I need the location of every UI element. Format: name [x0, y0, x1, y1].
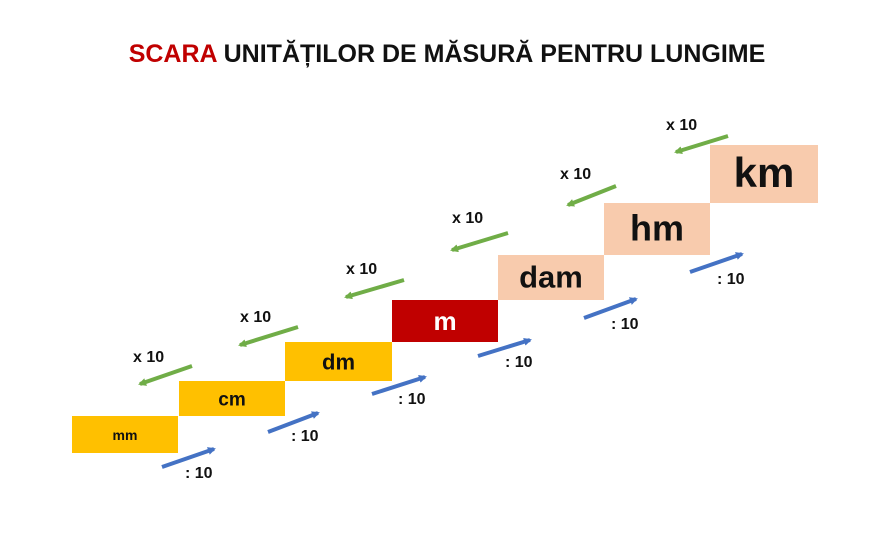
multiply-arrow — [344, 278, 405, 300]
divide-label: : 10 — [611, 316, 639, 333]
step-box — [72, 416, 178, 453]
step-box — [179, 381, 285, 416]
divide-label: : 10 — [505, 354, 533, 371]
multiply-arrow — [566, 184, 617, 207]
divide-label: : 10 — [717, 271, 745, 288]
title-rest: UNITĂȚILOR DE MĂSURĂ PENTRU LUNGIME — [224, 39, 766, 68]
step-label: cm — [218, 390, 245, 411]
step-label: hm — [630, 208, 684, 249]
step-label: km — [734, 149, 795, 196]
multiply-label: x 10 — [560, 166, 591, 183]
step-box — [285, 342, 392, 381]
step-box — [604, 203, 710, 255]
multiply-label: x 10 — [452, 210, 483, 227]
step-label: dm — [322, 349, 355, 374]
step-label: mm — [113, 427, 138, 443]
multiply-arrow — [674, 134, 729, 155]
multiply-arrow — [450, 231, 509, 253]
step-label: m — [433, 306, 456, 336]
multiply-arrow — [238, 325, 299, 348]
divide-arrow — [583, 297, 638, 320]
step-box — [710, 145, 818, 203]
divide-label: : 10 — [398, 391, 426, 408]
multiply-arrow — [138, 364, 193, 386]
multiply-label: x 10 — [240, 309, 271, 326]
divide-arrow — [689, 252, 744, 274]
multiply-label: x 10 — [346, 261, 377, 278]
divide-arrow — [161, 447, 216, 469]
divide-arrow — [267, 411, 320, 434]
step-label: dam — [519, 260, 583, 295]
divide-arrow — [477, 337, 532, 358]
multiply-label: x 10 — [133, 349, 164, 366]
divide-label: : 10 — [185, 465, 213, 482]
step-box — [498, 255, 604, 300]
title-highlight: SCARA — [129, 40, 218, 68]
title: SCARA UNITĂȚILOR DE MĂSURĂ PENTRU LUNGIM… — [129, 39, 766, 68]
divide-label: : 10 — [291, 428, 319, 445]
divide-arrow — [371, 375, 427, 396]
multiply-label: x 10 — [666, 117, 697, 134]
step-box — [392, 300, 498, 342]
